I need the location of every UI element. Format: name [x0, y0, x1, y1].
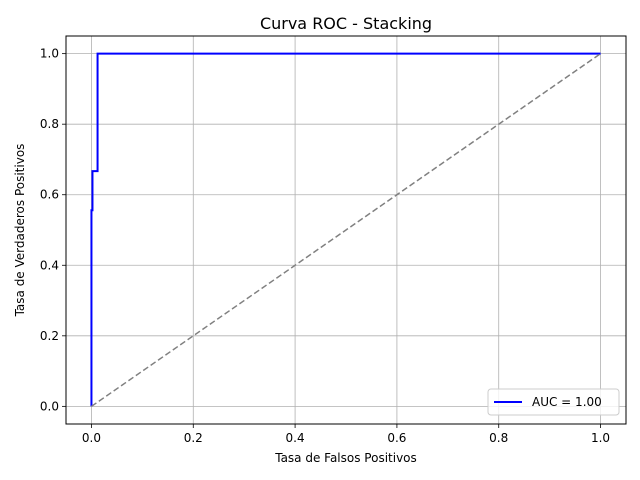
roc-curve-line: [90, 52, 601, 407]
y-axis-title: Tasa de Verdaderos Positivos: [13, 144, 27, 318]
y-tick-label: 1.0: [40, 47, 59, 61]
x-tick-label: 1.0: [591, 431, 610, 445]
plot-frame: [65, 35, 627, 425]
x-axis-title: Tasa de Falsos Positivos: [274, 451, 417, 465]
y-tick-label: 0.2: [40, 329, 59, 343]
y-tick-label: 0.4: [40, 258, 59, 272]
x-tick-label: 0.6: [387, 431, 406, 445]
grid-lines: [66, 36, 626, 424]
chance-diagonal-line: [91, 53, 601, 407]
axis-ticks: 0.0 0.2 0.4 0.6 0.8 1.0 0.0 0.2 0.4 0.6 0.8 1.0: [40, 47, 610, 445]
y-tick-label: 0.8: [40, 117, 59, 131]
y-tick-label: 0.6: [40, 188, 59, 202]
x-tick-label: 0.2: [184, 431, 203, 445]
x-tick-label: 0.0: [82, 431, 101, 445]
series-lines: [90, 52, 601, 407]
y-tick-label: 0.0: [40, 399, 59, 413]
legend-label: AUC = 1.00: [532, 395, 602, 409]
legend: AUC = 1.00: [487, 388, 620, 416]
x-tick-label: 0.8: [489, 431, 508, 445]
x-tick-label: 0.4: [286, 431, 305, 445]
chart-title: Curva ROC - Stacking: [260, 14, 432, 33]
legend-box: [487, 388, 620, 416]
